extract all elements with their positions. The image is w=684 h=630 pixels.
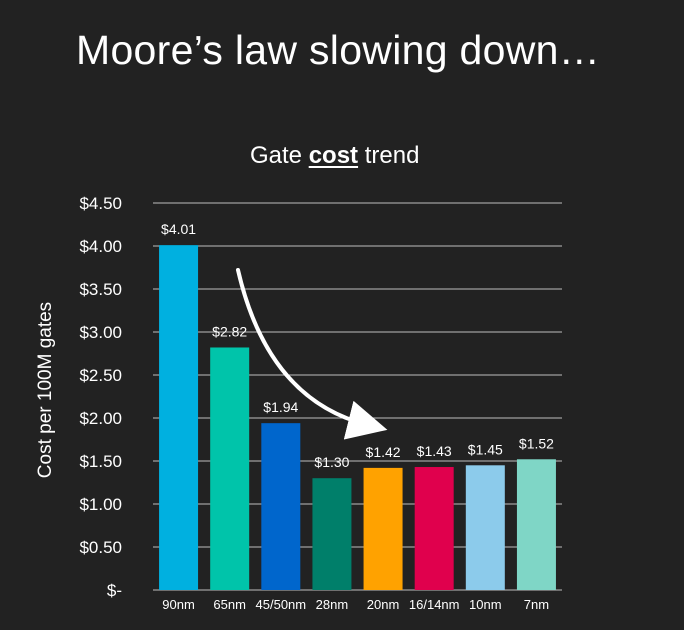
data-label: $1.94 xyxy=(263,399,298,415)
data-label: $1.30 xyxy=(314,454,349,470)
bars xyxy=(159,245,556,590)
data-label: $4.01 xyxy=(161,221,196,237)
y-tick-label: $1.50 xyxy=(79,452,122,471)
y-tick-label: $- xyxy=(107,581,122,600)
x-tick-label: 45/50nm xyxy=(256,597,307,612)
y-tick-label: $1.00 xyxy=(79,495,122,514)
data-label: $2.82 xyxy=(212,323,247,339)
bar-10nm xyxy=(465,465,505,590)
y-tick-label: $3.00 xyxy=(79,323,122,342)
y-tick-label: $4.00 xyxy=(79,237,122,256)
x-tick-label: 90nm xyxy=(162,597,195,612)
data-label: $1.42 xyxy=(366,444,401,460)
data-label: $1.52 xyxy=(519,435,554,451)
bar-28nm xyxy=(312,478,352,590)
bar-16-14nm xyxy=(414,467,454,590)
chart-title: Gate cost trend xyxy=(250,141,419,171)
bar-90nm xyxy=(159,245,199,590)
bar-20nm xyxy=(363,467,403,590)
x-tick-label: 28nm xyxy=(316,597,349,612)
y-tick-label: $3.50 xyxy=(79,280,122,299)
y-tick-label: $4.50 xyxy=(79,194,122,213)
y-axis-ticks: $- $0.50 $1.00 $1.50 $2.00 $2.50 $3.00 $3.50 $4.… xyxy=(79,194,122,600)
bar-65nm xyxy=(210,347,250,590)
x-tick-label: 7nm xyxy=(524,597,549,612)
y-axis-label: Cost per 100M gates xyxy=(35,302,56,478)
bar-45-50nm xyxy=(261,423,301,590)
x-tick-label: 65nm xyxy=(213,597,246,612)
chart-title-emphasis: cost xyxy=(308,142,359,169)
trend-arrow xyxy=(236,268,388,440)
y-tick-label: $2.00 xyxy=(79,409,122,428)
x-tick-label: 10nm xyxy=(469,597,502,612)
data-label: $1.43 xyxy=(417,443,452,459)
x-tick-label: 16/14nm xyxy=(409,597,460,612)
x-axis-ticks: 90nm 65nm 45/50nm 28nm 20nm 16/14nm 10nm 7nm xyxy=(162,597,549,612)
x-tick-label: 20nm xyxy=(367,597,400,612)
data-label: $1.45 xyxy=(468,441,503,457)
chart-title-part-3: trend xyxy=(358,142,420,169)
bar-7nm xyxy=(516,459,556,590)
y-tick-label: $0.50 xyxy=(79,538,122,557)
y-tick-label: $2.50 xyxy=(79,366,122,385)
data-labels: $4.01 $2.82 $1.94 $1.30 $1.42 $1.43 $1.45 $1.52 xyxy=(161,221,554,470)
chart-title-part-1: Gate xyxy=(250,142,309,169)
slide-title: Moore’s law slowing down… xyxy=(76,27,601,73)
